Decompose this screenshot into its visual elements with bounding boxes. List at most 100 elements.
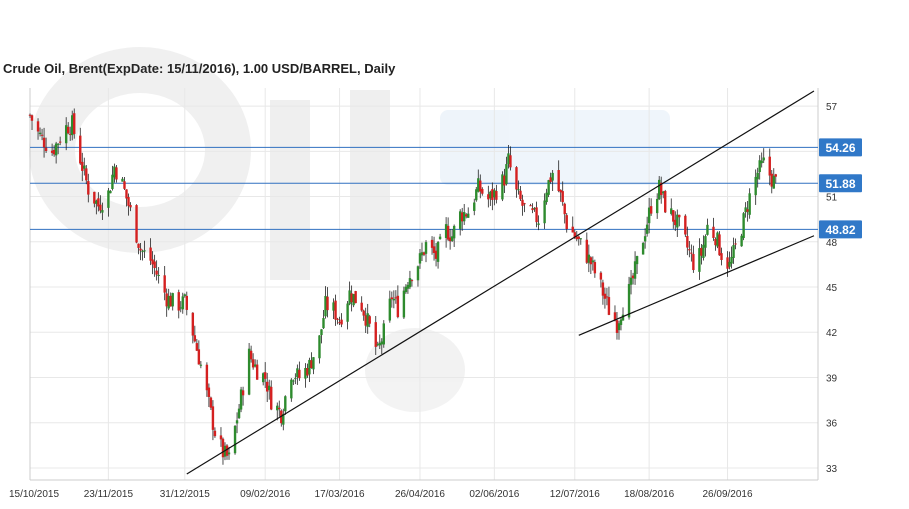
candle — [734, 238, 737, 250]
candle — [93, 191, 96, 208]
candle-body-up — [698, 248, 701, 272]
candle — [221, 437, 225, 465]
gridlines — [29, 88, 819, 481]
candle-body-up — [141, 250, 144, 252]
candle — [163, 266, 166, 301]
candle-body-up — [348, 290, 351, 305]
candle-body-up — [655, 198, 659, 214]
candle-body-down — [137, 243, 140, 248]
candle — [465, 213, 468, 219]
candle — [312, 357, 315, 375]
candle-body-up — [296, 368, 299, 378]
candle-body-down — [127, 197, 130, 206]
candle-body-up — [320, 329, 323, 336]
candle — [495, 184, 498, 204]
candle — [282, 408, 285, 431]
candle — [213, 427, 217, 438]
candle — [601, 279, 605, 305]
candle — [50, 143, 54, 156]
candle — [746, 200, 749, 222]
candle-body-up — [121, 178, 124, 182]
candle-body-down — [714, 238, 717, 246]
candle-body-up — [113, 166, 116, 178]
candle — [191, 312, 195, 344]
x-tick-label: 09/02/2016 — [240, 489, 290, 500]
candle — [278, 400, 281, 417]
candle — [467, 207, 470, 218]
level-badges: 54.26 51.88 48.82 — [819, 138, 862, 239]
candle-body-down — [123, 181, 126, 189]
candle-body-down — [712, 226, 715, 238]
x-tick-label: 12/07/2016 — [550, 489, 600, 500]
candle-body-down — [354, 291, 357, 304]
candle — [446, 217, 450, 242]
candle — [276, 402, 279, 421]
candle-body-down — [672, 210, 675, 222]
candle — [54, 141, 58, 164]
candle-body-up — [179, 307, 182, 309]
candle-body-down — [688, 249, 691, 251]
y-tick-label: 57 — [826, 102, 838, 113]
candle-body-up — [730, 256, 733, 264]
candle — [473, 198, 476, 216]
candle-body-up — [352, 294, 355, 306]
candle-body-up — [493, 190, 496, 198]
candle-body-up — [732, 245, 735, 258]
candle-body-down — [66, 126, 70, 134]
candle-body-down — [58, 141, 62, 143]
candle — [416, 265, 420, 287]
candle — [615, 312, 619, 340]
candle — [515, 166, 518, 198]
candle — [563, 202, 566, 224]
candle-body-up — [312, 357, 315, 370]
candle — [475, 186, 478, 202]
candle-body-up — [324, 295, 327, 317]
candle-body-up — [404, 286, 408, 293]
candle — [491, 182, 494, 211]
candle — [129, 202, 132, 212]
candle — [177, 289, 180, 319]
candle-body-down — [40, 134, 44, 136]
candle — [410, 279, 414, 287]
candle-body-down — [177, 292, 180, 311]
candle — [712, 217, 715, 241]
candle — [649, 198, 653, 216]
candle-body-up — [308, 359, 311, 375]
candle-body-up — [591, 260, 595, 263]
candle — [432, 236, 436, 261]
candle — [294, 373, 297, 385]
candle — [756, 167, 759, 188]
candle — [716, 231, 719, 249]
candle — [678, 214, 681, 227]
candle-body-up — [322, 318, 325, 329]
candle-body-down — [690, 252, 693, 254]
candle — [107, 187, 110, 217]
candle — [64, 117, 68, 151]
candle — [549, 172, 552, 184]
candle — [58, 136, 62, 146]
candle — [97, 192, 100, 212]
candle-body-down — [585, 239, 589, 263]
candle — [95, 199, 98, 215]
candle — [396, 285, 400, 319]
candle — [388, 290, 392, 323]
candle-body-up — [247, 348, 251, 395]
candle — [599, 271, 603, 288]
candle — [308, 357, 311, 383]
candle-body-down — [219, 435, 223, 440]
candle — [306, 363, 309, 378]
candle — [205, 362, 209, 397]
candle — [744, 202, 747, 218]
candle — [83, 157, 86, 176]
candle — [593, 259, 597, 278]
candle — [537, 215, 540, 231]
candle-body-up — [643, 236, 647, 242]
candle-body-down — [515, 167, 518, 190]
candle-body-up — [477, 178, 480, 192]
candle-body-up — [56, 143, 60, 145]
level-badge: 51.88 — [819, 174, 862, 193]
candle — [263, 362, 267, 389]
candle-body-down — [573, 232, 576, 238]
candle — [44, 137, 48, 153]
candle-body-up — [742, 213, 745, 239]
